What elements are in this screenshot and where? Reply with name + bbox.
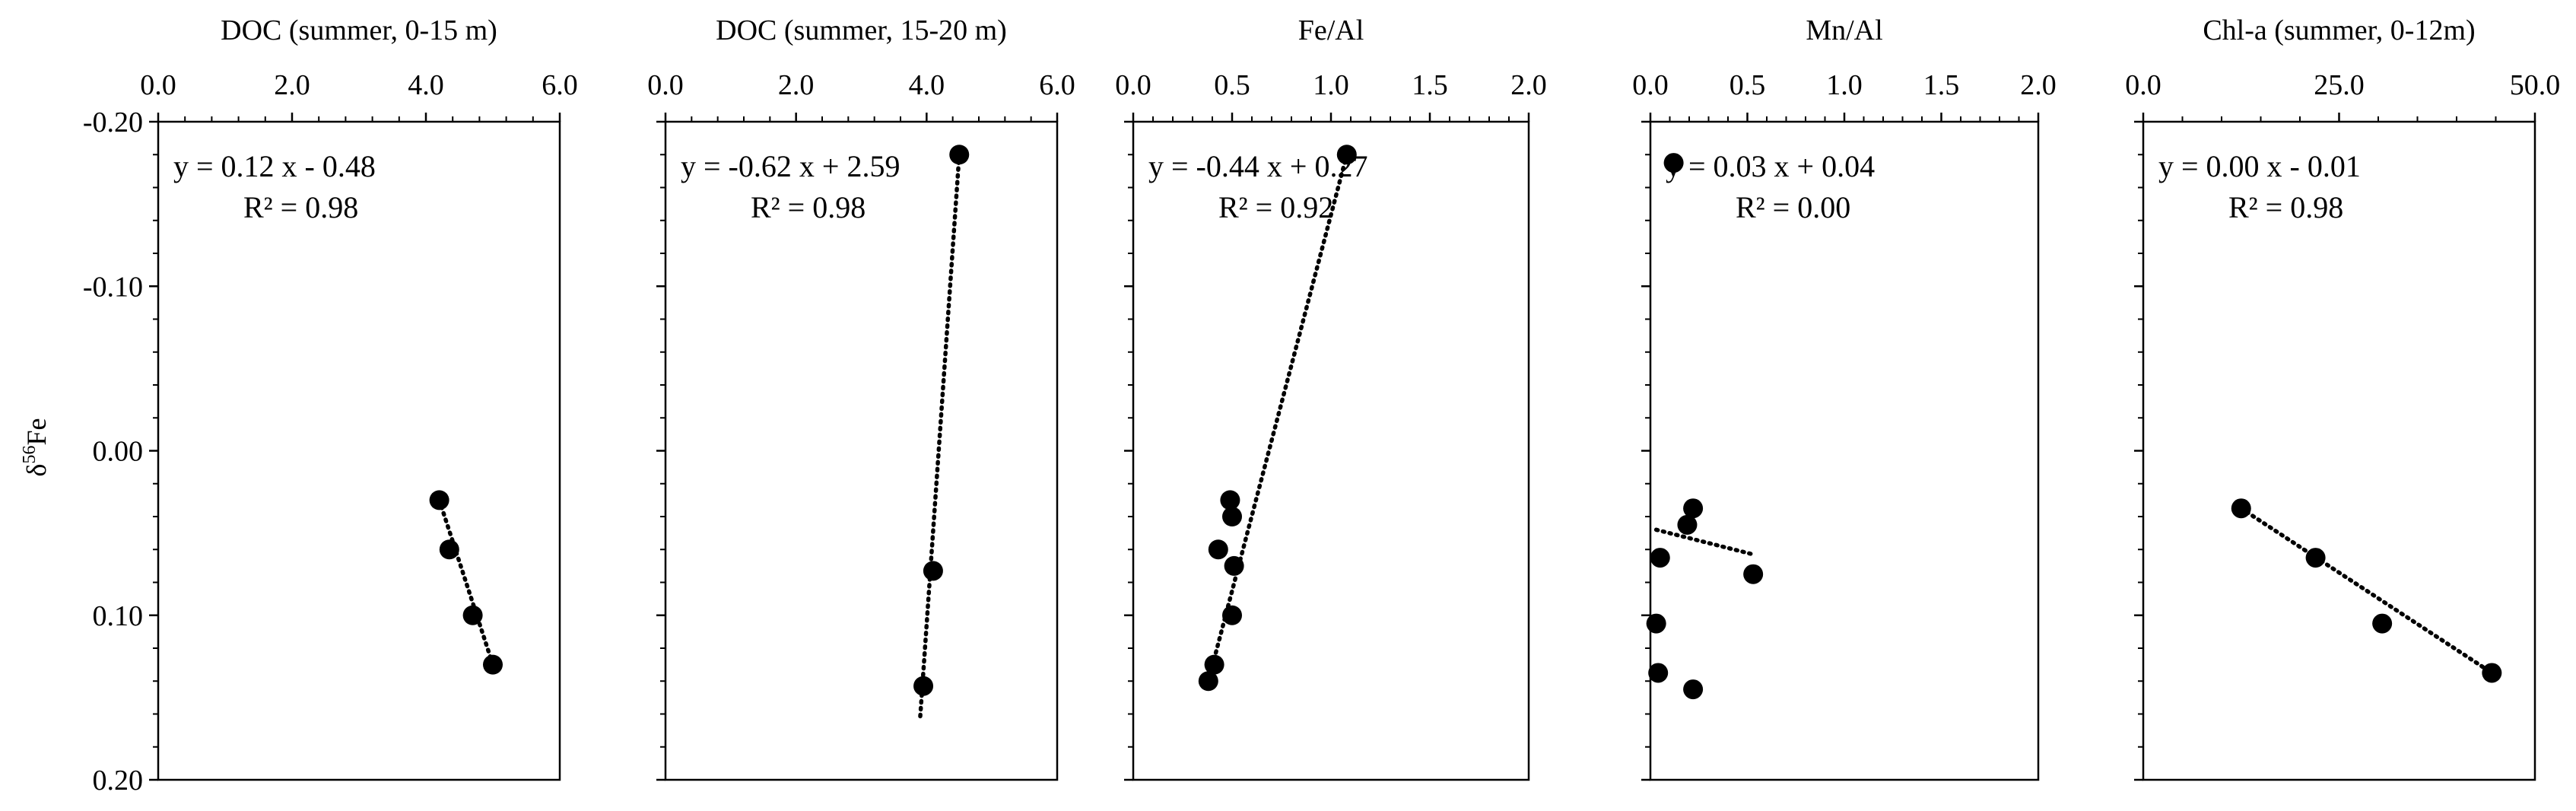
data-point — [2231, 498, 2251, 519]
trendline-equation: y = 0.03 x + 0.04 — [1666, 149, 1875, 183]
trendline-equation: y = 0.00 x - 0.01 — [2158, 149, 2361, 183]
y-tick-label: 0.10 — [93, 600, 144, 632]
plot-frame — [157, 120, 561, 781]
data-point — [1204, 654, 1224, 675]
x-tick-label: 0.5 — [1214, 69, 1250, 101]
data-point — [1208, 539, 1228, 560]
data-point — [1198, 671, 1218, 692]
chart-title: Mn/Al — [1806, 14, 1882, 46]
y-axis-label-superscript: 56 — [20, 446, 40, 464]
x-tick-label: 25.0 — [2314, 69, 2365, 101]
y-axis-label-tail: Fe — [21, 418, 52, 446]
data-point — [1220, 490, 1240, 510]
x-tick-label: 0.0 — [140, 69, 176, 101]
x-tick-label: 1.0 — [1826, 69, 1863, 101]
x-tick-label: 0.0 — [1115, 69, 1151, 101]
y-axis-label-delta: δ — [21, 464, 52, 477]
chart-panel-2: DOC (summer, 15-20 m) 0.0 2.0 4.0 6.0 y = -0.… — [647, 14, 1075, 781]
trendline — [918, 152, 961, 721]
svg-text:δ56Fe: δ56Fe — [20, 418, 52, 477]
trendline — [437, 498, 495, 667]
chart-panel-4: Mn/Al 0.0 0.5 1.0 1.5 2.0 y = 0.03 x + 0.04 R² … — [1632, 14, 2057, 781]
chart-panel-5: Chl-a (summer, 0-12m) 0.0 25.0 50.0 y = 0.00… — [2125, 14, 2561, 781]
trendline — [1206, 152, 1349, 683]
data-point — [949, 145, 970, 165]
y-tick-label: -0.20 — [83, 107, 143, 138]
chart-title: DOC (summer, 15-20 m) — [716, 14, 1007, 46]
data-point — [1663, 153, 1684, 173]
data-point — [2482, 663, 2502, 683]
r-squared-label: R² = 0.98 — [243, 190, 358, 224]
x-tick-label: 1.5 — [1923, 69, 1960, 101]
chart-panel-1: DOC (summer, 0-15 m) 0.0 2.0 4.0 6.0 -0.20 -0.… — [83, 14, 578, 797]
data-point — [483, 654, 503, 675]
y-tick-label: 0.20 — [93, 765, 144, 797]
trendline — [2239, 506, 2495, 676]
r-squared-label: R² = 0.98 — [751, 190, 866, 224]
data-point — [1743, 564, 1764, 584]
data-point — [1336, 145, 1357, 165]
x-tick-label: 4.0 — [408, 69, 444, 101]
data-point — [2305, 548, 2326, 568]
y-tick-label: -0.10 — [83, 271, 143, 303]
data-point — [1648, 663, 1669, 683]
data-point — [439, 539, 459, 560]
data-point — [1224, 555, 1244, 576]
x-tick-label: 2.0 — [2020, 69, 2057, 101]
trendline-equation: y = 0.12 x - 0.48 — [173, 149, 376, 183]
trendline-equation: y = -0.44 x + 0.27 — [1148, 149, 1367, 183]
chart-title: DOC (summer, 0-15 m) — [221, 14, 497, 46]
chart-title: Chl-a (summer, 0-12m) — [2203, 14, 2475, 46]
x-tick-label: 0.0 — [1632, 69, 1669, 101]
x-tick-label: 6.0 — [1039, 69, 1075, 101]
trendline-equation: y = -0.62 x + 2.59 — [681, 149, 900, 183]
x-tick-label: 2.0 — [778, 69, 815, 101]
x-tick-label: 4.0 — [909, 69, 945, 101]
data-point — [1650, 548, 1670, 568]
x-tick-label: 0.0 — [2125, 69, 2161, 101]
data-point — [429, 490, 449, 510]
x-tick-label: 1.0 — [1313, 69, 1349, 101]
x-tick-label: 2.0 — [274, 69, 310, 101]
data-point — [462, 605, 483, 625]
x-tick-label: 1.5 — [1412, 69, 1448, 101]
x-tick-label: 50.0 — [2510, 69, 2561, 101]
chart-panel-3: Fe/Al 0.0 0.5 1.0 1.5 2.0 y = -0.44 x + 0.27 R²… — [1115, 14, 1547, 781]
y-axis-label: δ56Fe — [20, 418, 52, 477]
x-tick-label: 0.5 — [1730, 69, 1766, 101]
r-squared-label: R² = 0.98 — [2228, 190, 2343, 224]
data-point — [923, 561, 943, 581]
x-tick-label: 6.0 — [542, 69, 578, 101]
data-point — [1683, 679, 1704, 700]
data-point — [1683, 498, 1704, 519]
chart-title: Fe/Al — [1298, 14, 1364, 46]
x-tick-label: 2.0 — [1510, 69, 1547, 101]
data-point — [1677, 514, 1698, 535]
panels: DOC (summer, 0-15 m) 0.0 2.0 4.0 6.0 -0.20 -0.… — [83, 14, 2560, 797]
r-squared-label: R² = 0.00 — [1736, 190, 1850, 224]
data-point — [913, 676, 934, 696]
data-point — [1222, 605, 1242, 625]
data-point — [1222, 507, 1242, 526]
x-tick-label: 0.0 — [647, 69, 684, 101]
data-point — [1646, 613, 1666, 634]
y-tick-label: 0.00 — [93, 436, 144, 468]
data-point — [2372, 613, 2393, 634]
trendline — [1653, 527, 1755, 557]
r-squared-label: R² = 0.92 — [1218, 190, 1333, 224]
